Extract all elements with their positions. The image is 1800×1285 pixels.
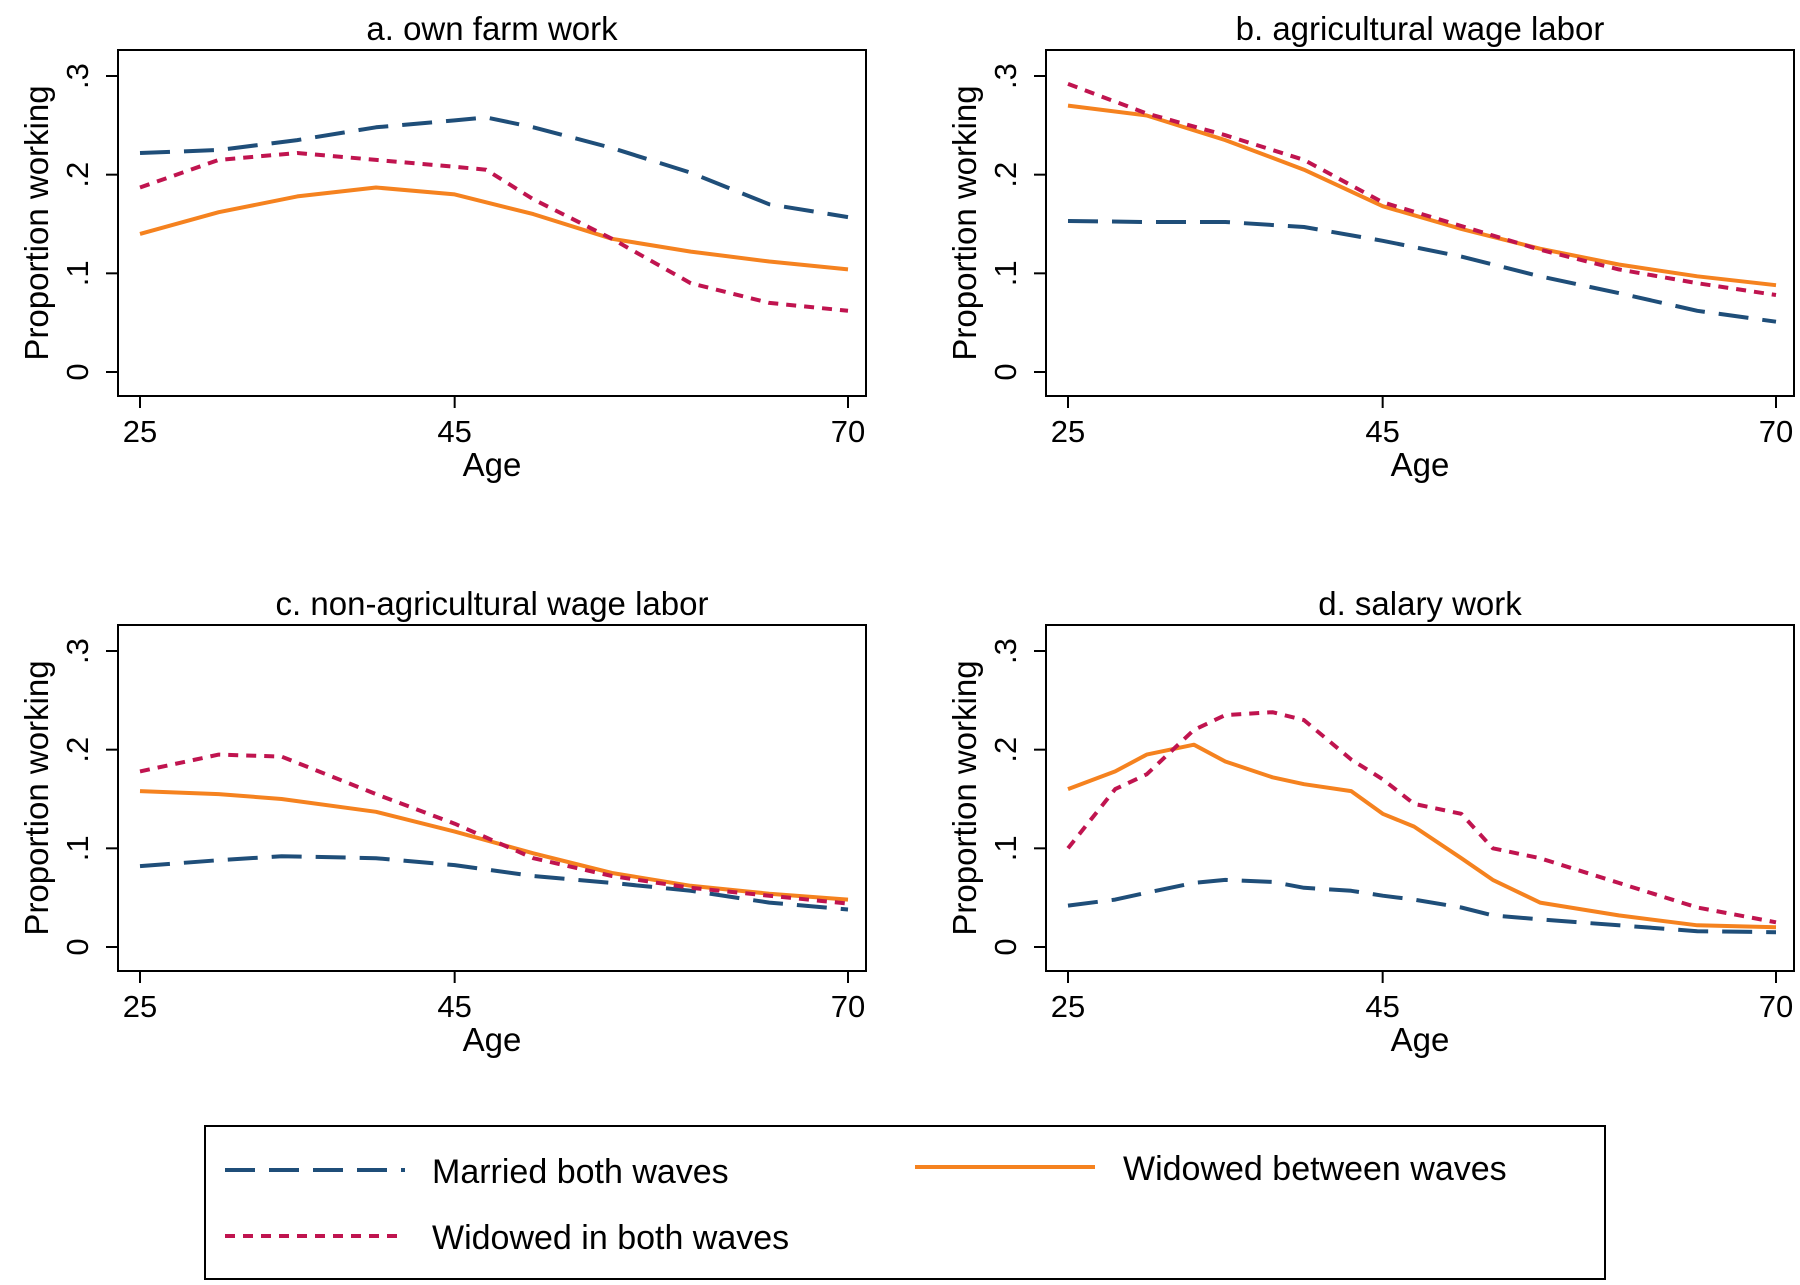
y-tick-label: 0 (60, 363, 95, 380)
panel-c: c. non-agricultural wage labor 0 .1 .2 .3Pro… (18, 585, 867, 1058)
y-tick-label: .2 (60, 737, 95, 763)
x-tick-label: 70 (1759, 414, 1793, 449)
x-tick-label: 45 (437, 989, 471, 1024)
series-line-married (1067, 877, 1777, 935)
y-tick-label: .1 (60, 835, 95, 861)
y-tick-label: .2 (988, 737, 1023, 763)
plot-frame (1045, 49, 1795, 397)
y-tick-label: .1 (988, 835, 1023, 861)
x-tick-label: 70 (1759, 989, 1793, 1024)
y-axis-label: Proportion working (18, 85, 55, 360)
x-tick-label: 70 (831, 414, 865, 449)
y-tick-label: .3 (988, 63, 1023, 89)
legend: Married both waves Widowed between waves… (204, 1125, 1606, 1280)
series-line-married (1067, 219, 1777, 324)
x-tick-label: 45 (437, 414, 471, 449)
x-tick-label: 45 (1365, 414, 1399, 449)
legend-box (204, 1125, 1606, 1280)
x-tick-label: 25 (123, 989, 157, 1024)
panel-b: b. agricultural wage labor 0 .1 .2 .3Proport… (946, 10, 1795, 483)
plot-frame (117, 49, 867, 397)
y-tick-label: 0 (988, 363, 1023, 380)
plot-frame (117, 624, 867, 972)
y-tick-label: 0 (60, 938, 95, 955)
panel-title: b. agricultural wage labor (1236, 10, 1605, 47)
series-line-widowed-between (139, 185, 849, 272)
panel-title: c. non-agricultural wage labor (276, 585, 709, 622)
y-tick-label: .2 (988, 162, 1023, 188)
y-tick-label: .2 (60, 162, 95, 188)
series-line-widowed-both (139, 752, 849, 906)
x-tick-label: 45 (1365, 989, 1399, 1024)
y-tick-label: .1 (60, 260, 95, 286)
x-axis-label: Age (463, 446, 522, 483)
series-line-widowed-both (1067, 82, 1777, 297)
x-tick-label: 25 (123, 414, 157, 449)
legend-label-married: Married both waves (432, 1153, 729, 1191)
plot-frame (1045, 624, 1795, 972)
x-tick-label: 25 (1051, 989, 1085, 1024)
y-tick-label: 0 (988, 938, 1023, 955)
y-axis-label: Proportion working (18, 660, 55, 935)
series-line-widowed-between (139, 789, 849, 902)
series-line-widowed-both (139, 151, 849, 313)
series-line-widowed-both (1066, 710, 1777, 925)
legend-label-widowed-between: Widowed between waves (1123, 1150, 1507, 1188)
x-tick-label: 25 (1051, 414, 1085, 449)
y-tick-label: .1 (988, 260, 1023, 286)
x-tick-label: 70 (831, 989, 865, 1024)
panel-title: a. own farm work (366, 10, 618, 47)
y-axis-label: Proportion working (946, 85, 983, 360)
series-line-widowed-between (1067, 103, 1777, 288)
series-line-married (139, 115, 849, 220)
panel-title: d. salary work (1318, 585, 1522, 622)
y-tick-label: .3 (60, 63, 95, 89)
y-tick-label: .3 (988, 638, 1023, 664)
x-axis-label: Age (463, 1021, 522, 1058)
x-axis-label: Age (1391, 446, 1450, 483)
series-line-married (139, 854, 849, 912)
y-tick-label: .3 (60, 638, 95, 664)
x-axis-label: Age (1391, 1021, 1450, 1058)
legend-label-widowed-both: Widowed in both waves (432, 1219, 789, 1257)
y-axis-label: Proportion working (946, 660, 983, 935)
